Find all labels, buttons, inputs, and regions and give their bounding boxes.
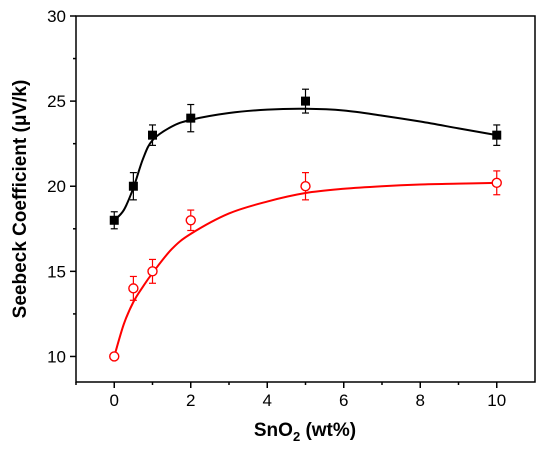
series-1-point (128, 181, 138, 191)
x-tick-label: 10 (487, 391, 506, 410)
series-1-point (492, 130, 502, 140)
x-tick-label: 0 (110, 391, 119, 410)
ticks-layer: 0 2 4 6 8 10 10 15 20 25 30 (47, 7, 506, 410)
x-tick-label: 8 (416, 391, 425, 410)
series-2-point (109, 351, 120, 362)
series-2-fit-line (113, 181, 497, 357)
y-tick-label: 20 (47, 177, 66, 196)
y-axis-title: Seebeck Coefficient (μV/k) (10, 80, 31, 319)
series-1-point (109, 215, 119, 225)
y-tick-label: 25 (47, 92, 66, 111)
series-2-point (185, 215, 196, 226)
y-tick-label: 10 (47, 347, 66, 366)
data-points (109, 96, 502, 362)
series-2-point (491, 177, 502, 189)
x-tick-label: 2 (186, 391, 195, 410)
series-1-fit-line (113, 107, 497, 221)
fit-curves (113, 107, 497, 357)
x-axis-title: SnO2 (wt%) (254, 420, 356, 444)
series-2-point (128, 283, 139, 294)
x-tick-label: 6 (339, 391, 348, 410)
y-tick-label: 15 (47, 262, 66, 281)
series-2-point (300, 181, 311, 192)
x-tick-label: 4 (263, 391, 272, 410)
series-2-point (147, 266, 158, 277)
y-tick-label: 30 (47, 7, 66, 26)
series-1-point (186, 113, 196, 123)
series-1-point (148, 130, 157, 140)
error-bars (110, 88, 501, 301)
series-1-point (301, 96, 310, 106)
